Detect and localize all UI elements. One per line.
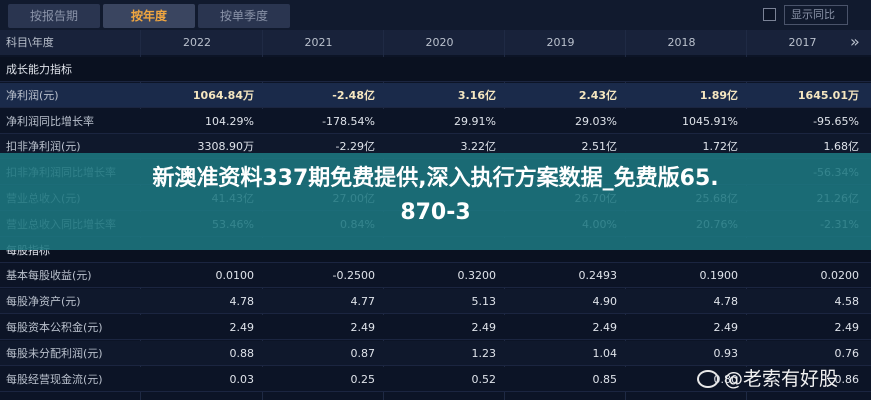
cell: 1.72亿 xyxy=(702,140,739,154)
cell: 4.58 xyxy=(834,295,860,309)
cell: 0.0200 xyxy=(820,269,860,283)
cell: 0.52 xyxy=(471,372,497,386)
cell: 3.22亿 xyxy=(460,140,497,154)
header-cell: 2022 xyxy=(183,36,211,49)
row-label: 每股经营现金流(元) xyxy=(6,372,103,386)
cell: 1064.84万 xyxy=(192,88,254,102)
cell: 4.78 xyxy=(229,295,255,309)
table-row xyxy=(0,263,871,289)
cell: 3308.90万 xyxy=(197,140,255,154)
table-row xyxy=(0,340,871,366)
cell: 104.29% xyxy=(205,114,254,128)
cell: 29.03% xyxy=(575,114,617,128)
cell: 4.78 xyxy=(713,295,739,309)
cell: 1045.91% xyxy=(682,114,738,128)
cell: 2.49 xyxy=(229,321,255,334)
cell: -2.48亿 xyxy=(332,88,375,102)
header-row xyxy=(0,30,871,55)
row-label: 净利润(元) xyxy=(6,88,59,102)
row-label: 净利润同比增长率 xyxy=(6,114,94,128)
row-label: 每股未分配利润(元) xyxy=(6,346,103,360)
cell: 2.49 xyxy=(471,321,497,334)
cell: 1.23 xyxy=(471,346,497,360)
tab[interactable]: 按年度 xyxy=(103,4,195,28)
header-cell: 科目\年度 xyxy=(6,36,54,49)
tab[interactable]: 按单季度 xyxy=(198,4,290,28)
cell: 0.25 xyxy=(350,372,376,386)
checkbox-label[interactable]: 显示同比 xyxy=(784,5,848,25)
cell: -2.29亿 xyxy=(335,140,375,154)
row-label: 每股资本公积金(元) xyxy=(6,321,103,334)
cell: 0.03 xyxy=(229,372,255,386)
header-cell: 2021 xyxy=(304,36,333,49)
checkbox[interactable] xyxy=(763,8,776,21)
cell: 1.04 xyxy=(592,346,618,360)
cell: 0.86 xyxy=(834,372,860,386)
row-label: 每股净资产(元) xyxy=(6,295,81,309)
cell: 0.1900 xyxy=(699,269,739,283)
cell: 0.80 xyxy=(713,372,739,386)
banner-text: 870-3 xyxy=(400,200,471,225)
table-row xyxy=(0,315,871,340)
header-cell: 2017 xyxy=(788,36,817,49)
table-row xyxy=(0,82,871,108)
cell: 2.51亿 xyxy=(581,140,618,154)
cell: 0.76 xyxy=(834,346,860,360)
tab[interactable]: 按报告期 xyxy=(8,4,100,28)
header-cell: 2019 xyxy=(546,36,575,49)
cell: -178.54% xyxy=(322,114,375,128)
table-row xyxy=(0,57,871,82)
cell: 2.49 xyxy=(592,321,618,334)
row-label: 扣非净利润(元) xyxy=(6,140,81,154)
cell: 0.87 xyxy=(350,346,376,360)
header-cell: 2020 xyxy=(425,36,454,49)
cell: 0.88 xyxy=(229,346,255,360)
cell: 2.43亿 xyxy=(578,88,617,102)
table-row xyxy=(0,289,871,315)
cell: 1645.01万 xyxy=(797,88,859,102)
cell: 0.0100 xyxy=(215,269,255,283)
cell: -95.65% xyxy=(813,114,859,128)
watermark: @老索有好股 xyxy=(724,368,839,390)
cell: 0.85 xyxy=(592,372,618,386)
table-row xyxy=(0,108,871,134)
cell: 2.49 xyxy=(350,321,376,334)
cell: 1.89亿 xyxy=(699,88,738,102)
cell: 4.90 xyxy=(592,295,618,309)
table-row xyxy=(0,366,871,392)
cell: 4.77 xyxy=(350,295,376,309)
row-label: 成长能力指标 xyxy=(6,63,72,76)
cell: -0.2500 xyxy=(332,269,375,283)
banner xyxy=(0,153,871,250)
cell: 2.49 xyxy=(834,321,860,334)
cell: 1.68亿 xyxy=(823,140,860,154)
header-cell: 2018 xyxy=(667,36,696,49)
banner-text: 新澳准资料337期免费提供,深入执行方案数据_免费版65. xyxy=(152,166,719,191)
row-label: 基本每股收益(元) xyxy=(6,269,92,283)
cell: 5.13 xyxy=(471,295,497,309)
cell: 0.2493 xyxy=(578,269,618,283)
cell: 0.3200 xyxy=(457,269,497,283)
cell: 29.91% xyxy=(454,114,496,128)
scroll-right[interactable]: » xyxy=(850,32,860,51)
cell: 3.16亿 xyxy=(457,88,496,102)
cell: 0.93 xyxy=(713,346,739,360)
watermark-icon xyxy=(697,370,719,388)
cell: 2.49 xyxy=(713,321,739,334)
